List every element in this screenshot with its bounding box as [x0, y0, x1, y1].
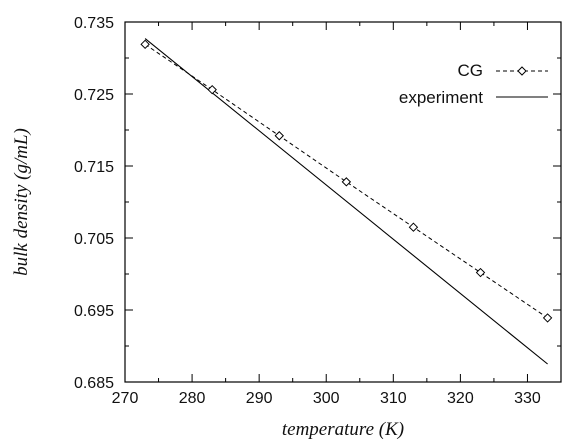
x-axis-label: temperature (K)	[282, 419, 404, 440]
x-tick-label: 320	[447, 390, 474, 407]
data-point-cg	[274, 131, 284, 141]
data-point-cg	[542, 313, 553, 323]
data-point-cg	[140, 39, 150, 50]
x-tick-labels: 270 280 290 300 310 320 330	[112, 390, 541, 407]
x-tick-label: 280	[179, 390, 206, 407]
x-tick-label: 290	[246, 390, 273, 407]
series-layer	[140, 38, 553, 365]
y-tick-label: 0.715	[74, 159, 114, 176]
y-tick-label: 0.735	[74, 15, 114, 32]
x-tick-label: 330	[514, 390, 541, 407]
data-point-cg	[475, 267, 486, 278]
x-tick-label: 300	[313, 390, 340, 407]
ticks	[124, 21, 562, 383]
legend-sample-cg	[496, 66, 548, 76]
legend-sample-cg-marker	[517, 66, 527, 76]
legend-label-cg: CG	[458, 61, 484, 80]
legend-label-experiment: experiment	[399, 88, 483, 107]
data-point-cg	[408, 222, 419, 232]
y-axis-label: bulk density (g/mL)	[11, 128, 32, 276]
data-point-cg	[207, 84, 217, 95]
x-tick-label: 270	[112, 390, 139, 407]
x-tick-label: 310	[380, 390, 407, 407]
y-tick-label: 0.685	[74, 375, 114, 392]
y-tick-labels: 0.685 0.695 0.705 0.715 0.725 0.735	[74, 15, 114, 392]
y-tick-label: 0.695	[74, 303, 114, 320]
y-tick-label: 0.705	[74, 231, 114, 248]
legend: CG experiment	[399, 61, 548, 107]
series-line-experiment	[144, 38, 548, 365]
plot-frame	[124, 21, 562, 383]
y-tick-label: 0.725	[74, 87, 114, 104]
data-point-cg	[341, 177, 352, 187]
